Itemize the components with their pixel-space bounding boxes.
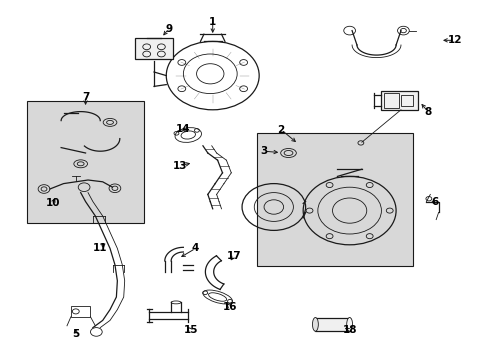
Text: 17: 17 <box>226 251 241 261</box>
Text: 8: 8 <box>424 107 430 117</box>
Text: 18: 18 <box>342 325 356 336</box>
Bar <box>383 93 398 108</box>
Bar <box>315 318 349 331</box>
Bar <box>71 306 90 317</box>
Text: 12: 12 <box>447 35 461 45</box>
Text: 14: 14 <box>176 124 190 134</box>
Text: 11: 11 <box>93 243 107 253</box>
Text: 4: 4 <box>191 243 199 253</box>
Ellipse shape <box>312 318 318 331</box>
Bar <box>135 38 172 59</box>
Text: 16: 16 <box>222 302 237 312</box>
Bar <box>381 91 417 110</box>
Text: 10: 10 <box>45 198 60 208</box>
Bar <box>400 95 412 106</box>
Ellipse shape <box>346 318 352 331</box>
Text: 2: 2 <box>277 125 284 135</box>
Text: 13: 13 <box>172 161 187 171</box>
Text: 1: 1 <box>209 17 216 27</box>
Text: 15: 15 <box>183 325 198 336</box>
Text: 5: 5 <box>72 329 79 339</box>
Text: 3: 3 <box>260 146 267 156</box>
Text: 7: 7 <box>81 92 89 102</box>
Bar <box>256 133 412 266</box>
Text: 9: 9 <box>165 24 172 34</box>
Text: 6: 6 <box>431 197 438 207</box>
Bar <box>27 101 144 223</box>
